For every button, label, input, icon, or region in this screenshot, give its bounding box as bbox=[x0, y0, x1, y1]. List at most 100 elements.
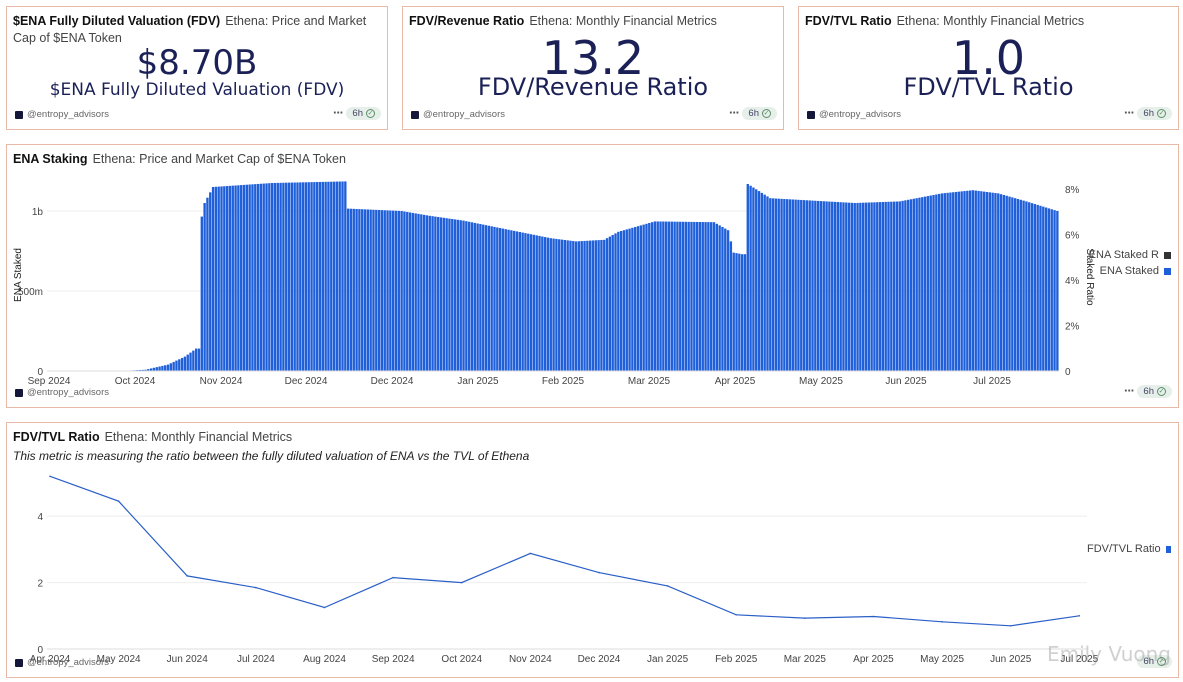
bar bbox=[625, 229, 628, 371]
more-options-icon[interactable]: ··· bbox=[333, 105, 344, 120]
data-point bbox=[666, 585, 669, 587]
legend-item-staked-ratio[interactable]: ENA Staked R bbox=[1087, 247, 1171, 263]
data-point bbox=[460, 581, 463, 584]
refresh-badge[interactable]: 6h ✓ bbox=[346, 107, 381, 120]
bar bbox=[738, 253, 741, 371]
fdv-tvl-line-chart[interactable]: 0 2 4 Apr 2024 May 2024 Jun 2024 Jul 2024 Aug 2… bbox=[7, 423, 1180, 679]
staking-chart[interactable]: 0 500m 1b 0 2% 4% 6% 8% ENA Staked Staked Ratio Se… bbox=[7, 145, 1180, 409]
counter-value: 1.0 bbox=[951, 31, 1026, 85]
data-point bbox=[941, 621, 943, 623]
bar bbox=[521, 232, 524, 371]
bar bbox=[256, 183, 260, 371]
bar bbox=[431, 216, 434, 371]
bar bbox=[197, 348, 201, 371]
bar bbox=[391, 210, 395, 371]
bar bbox=[698, 222, 702, 371]
data-point bbox=[735, 614, 737, 616]
card-subtitle[interactable]: Ethena: Price and Market Cap of $ENA Tok… bbox=[92, 152, 346, 166]
bar bbox=[377, 209, 381, 371]
more-options-icon[interactable]: ··· bbox=[1124, 383, 1135, 398]
author-link[interactable]: @entropy_advisors bbox=[15, 657, 109, 668]
bar bbox=[937, 193, 941, 371]
bar bbox=[1005, 195, 1008, 371]
card-title[interactable]: FDV/Revenue Ratio bbox=[409, 14, 525, 28]
card-title[interactable]: FDV/TVL Ratio bbox=[805, 14, 892, 28]
legend-item-fdv-tvl[interactable]: FDV/TVL Ratio bbox=[1087, 541, 1171, 557]
bar bbox=[966, 190, 969, 371]
counter-value: 13.2 bbox=[541, 31, 645, 85]
card-footer: @entropy_advisors ··· 6h ✓ bbox=[411, 105, 777, 123]
check-icon: ✓ bbox=[1157, 657, 1166, 666]
card-subtitle[interactable]: Ethena: Price and Market Cap of $ENA Tok… bbox=[13, 14, 367, 45]
card-title[interactable]: $ENA Fully Diluted Valuation (FDV) bbox=[13, 14, 221, 28]
bar bbox=[980, 191, 983, 371]
bar bbox=[774, 198, 778, 371]
x-tick-label: Oct 2024 bbox=[115, 376, 156, 387]
x-tick-label: Apr 2024 bbox=[30, 654, 71, 665]
bar bbox=[456, 219, 460, 371]
bar bbox=[338, 181, 341, 371]
bar bbox=[873, 202, 876, 371]
bar bbox=[870, 202, 873, 371]
card-title[interactable]: FDV/TVL Ratio bbox=[13, 430, 100, 444]
bar bbox=[997, 193, 1000, 371]
bar bbox=[313, 182, 316, 371]
more-options-icon[interactable]: ··· bbox=[1124, 105, 1135, 120]
x-tick-label: Dec 2024 bbox=[371, 376, 414, 387]
bar bbox=[963, 191, 966, 371]
author-link[interactable]: @entropy_advisors bbox=[15, 109, 109, 120]
author-link[interactable]: @entropy_advisors bbox=[807, 109, 901, 120]
y2-tick-label: 0 bbox=[1065, 367, 1071, 378]
bar bbox=[836, 202, 840, 371]
data-point bbox=[255, 586, 257, 589]
card-subtitle[interactable]: Ethena: Monthly Financial Metrics bbox=[104, 430, 293, 444]
card-subtitle[interactable]: Ethena: Monthly Financial Metrics bbox=[896, 14, 1085, 28]
author-link[interactable]: @entropy_advisors bbox=[411, 109, 505, 120]
legend-item-ena-staked[interactable]: ENA Staked bbox=[1087, 263, 1171, 279]
author-avatar-icon bbox=[807, 110, 815, 119]
watermark-logo: Emily Vuong bbox=[1046, 642, 1171, 666]
bar bbox=[220, 186, 223, 371]
card-title[interactable]: ENA Staking bbox=[13, 152, 88, 166]
bar bbox=[192, 350, 195, 371]
refresh-badge[interactable]: 6h ✓ bbox=[742, 107, 777, 120]
bar bbox=[566, 240, 569, 371]
bar bbox=[206, 197, 209, 371]
bar bbox=[293, 182, 296, 371]
bar bbox=[746, 183, 749, 371]
bar bbox=[251, 184, 254, 371]
bar bbox=[513, 230, 516, 371]
bar bbox=[541, 236, 544, 371]
refresh-badge[interactable]: 6h ✓ bbox=[1137, 655, 1172, 668]
bar bbox=[501, 228, 505, 371]
bar bbox=[346, 208, 350, 371]
bar bbox=[358, 209, 361, 371]
bar bbox=[1033, 204, 1037, 371]
bar bbox=[583, 240, 586, 371]
refresh-badge[interactable]: 6h ✓ bbox=[1137, 107, 1172, 120]
bar bbox=[819, 201, 823, 371]
legend-swatch-icon bbox=[1164, 251, 1171, 259]
more-options-icon[interactable]: ··· bbox=[729, 105, 740, 120]
data-point bbox=[186, 575, 188, 577]
card-subtitle[interactable]: Ethena: Monthly Financial Metrics bbox=[529, 14, 717, 28]
bar bbox=[462, 220, 465, 371]
x-tick-label: Nov 2024 bbox=[200, 376, 243, 387]
bar bbox=[918, 197, 921, 371]
bar bbox=[985, 191, 989, 371]
bar bbox=[155, 367, 158, 371]
bar bbox=[628, 228, 631, 371]
bar bbox=[372, 209, 375, 371]
author-link[interactable]: @entropy_advisors bbox=[15, 387, 109, 398]
bar bbox=[240, 185, 243, 371]
bar bbox=[231, 185, 234, 371]
author-avatar-icon bbox=[15, 110, 23, 119]
bar bbox=[670, 221, 673, 371]
legend-label: ENA Staked bbox=[1099, 265, 1159, 277]
refresh-badge[interactable]: 6h ✓ bbox=[1137, 385, 1172, 398]
bar bbox=[825, 201, 828, 371]
bar bbox=[1002, 195, 1006, 371]
card-header: FDV/TVL Ratio Ethena: Monthly Financial M… bbox=[805, 13, 1172, 30]
author-name: @entropy_advisors bbox=[423, 109, 505, 120]
bar bbox=[529, 234, 533, 371]
